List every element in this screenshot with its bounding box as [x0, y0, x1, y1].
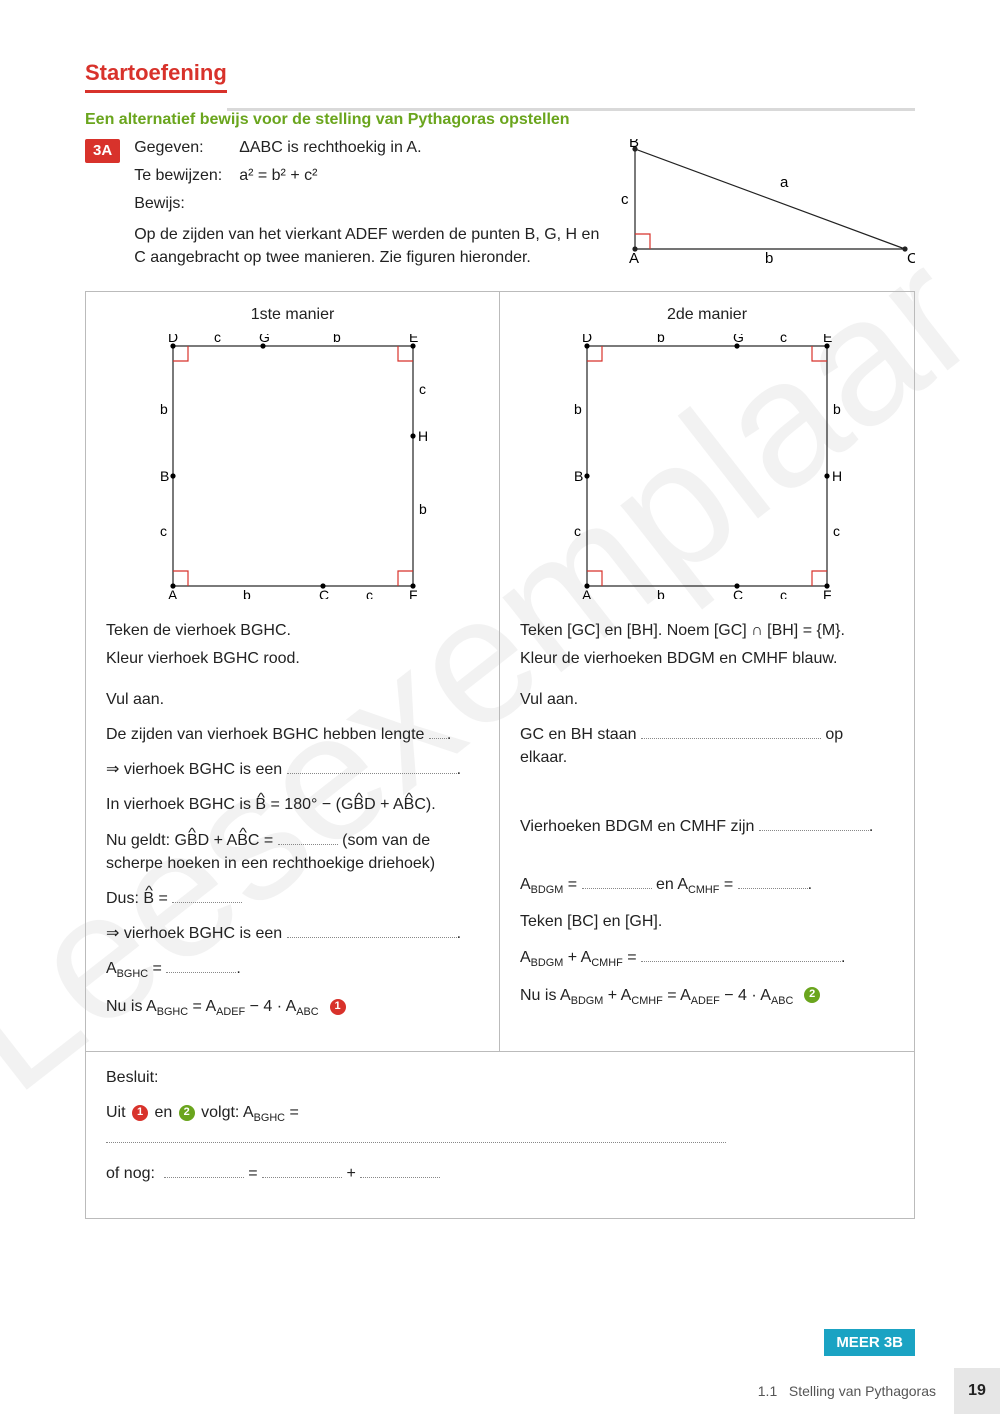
m2-instr2: Kleur de vierhoeken BDGM en CMHF blauw.: [520, 647, 894, 670]
svg-text:b: b: [243, 587, 251, 599]
svg-text:b: b: [833, 401, 841, 417]
m2-instr1: Teken [GC] en [BH]. Noem [GC] ∩ [BH] = {…: [520, 619, 894, 642]
m1-fill: Vul aan.: [106, 688, 479, 711]
m1-l7: ABGHC = .: [106, 957, 479, 983]
svg-text:H: H: [832, 468, 842, 484]
toprove-label: Te bewijzen:: [134, 167, 239, 185]
svg-text:b: b: [419, 501, 427, 517]
m2-l6: Nu is ABDGM + ACMHF = AADEF − 4 · AABC 2: [520, 984, 894, 1010]
m2-l2: Vierhoeken BDGM en CMHF zijn .: [520, 815, 894, 838]
m2-fill: Vul aan.: [520, 688, 894, 711]
m2-l3: ABDGM = en ACMHF = .: [520, 873, 894, 899]
svg-text:C: C: [907, 250, 915, 264]
footer-chapter: 1.1: [758, 1383, 777, 1399]
besluit-line1: Uit 1 en 2 volgt: ABGHC =: [106, 1101, 894, 1150]
svg-text:c: c: [574, 523, 581, 539]
square1-figure: D G E B H A C F c b b c c b b c: [148, 334, 438, 599]
svg-text:G: G: [733, 334, 744, 345]
m1-l8: Nu is ABGHC = AADEF − 4 · AABC 1: [106, 995, 479, 1021]
given-label: Gegeven:: [134, 139, 239, 157]
m1-l2: ⇒ vierhoek BGHC is een: [106, 761, 282, 778]
svg-text:c: c: [833, 523, 840, 539]
square2-figure: D G E B H A C F b c b c b c b c: [562, 334, 852, 599]
m2-l5: ABDGM + ACMHF = .: [520, 946, 894, 972]
svg-text:A: A: [582, 587, 592, 599]
svg-text:D: D: [168, 334, 178, 345]
svg-text:G: G: [259, 334, 270, 345]
section-title: Startoefening: [85, 60, 227, 93]
two-method-box: 1ste manier D G E B H A C F: [85, 291, 915, 1218]
footer-title: Stelling van Pythagoras: [789, 1383, 936, 1399]
m1-l1: De zijden van vierhoek BGHC hebben lengt…: [106, 726, 424, 743]
ref-circle-1-icon: 1: [330, 999, 346, 1015]
svg-text:c: c: [160, 523, 167, 539]
m1-l5: Dus: B =: [106, 887, 479, 910]
proof-intro: Op de zijden van het vierkant ADEF werde…: [134, 223, 601, 269]
svg-text:C: C: [319, 587, 329, 599]
svg-text:E: E: [409, 334, 418, 345]
svg-text:E: E: [823, 334, 832, 345]
svg-text:D: D: [582, 334, 592, 345]
svg-text:c: c: [780, 334, 787, 345]
ref-circle-2-icon: 2: [804, 987, 820, 1003]
svg-text:A: A: [629, 250, 639, 264]
blank[interactable]: [429, 723, 447, 739]
svg-text:b: b: [657, 334, 665, 345]
svg-text:c: c: [419, 381, 426, 397]
m2-l1: GC en BH staan op elkaar.: [520, 723, 894, 769]
ref-circle-2-icon: 2: [179, 1105, 195, 1121]
method1-title: 1ste manier: [106, 306, 479, 324]
svg-text:b: b: [657, 587, 665, 599]
svg-text:b: b: [160, 401, 168, 417]
method2-title: 2de manier: [520, 306, 894, 324]
page-footer: 1.1 Stelling van Pythagoras 19: [0, 1368, 1000, 1414]
page-number: 19: [954, 1368, 1000, 1414]
triangle-figure: A B C b c a: [615, 139, 915, 264]
svg-text:B: B: [574, 468, 583, 484]
svg-text:F: F: [409, 587, 418, 599]
m1-instr2: Kleur vierhoek BGHC rood.: [106, 647, 479, 670]
svg-text:B: B: [629, 139, 639, 151]
svg-text:b: b: [574, 401, 582, 417]
svg-text:H: H: [418, 428, 428, 444]
besluit-label: Besluit:: [106, 1066, 894, 1089]
svg-text:B: B: [160, 468, 169, 484]
besluit-line2: of nog: = +: [106, 1162, 894, 1185]
meer-badge: MEER 3B: [824, 1329, 915, 1356]
svg-text:b: b: [765, 250, 773, 264]
ref-circle-1-icon: 1: [132, 1105, 148, 1121]
svg-text:a: a: [780, 174, 789, 191]
proof-label: Bewijs:: [134, 195, 185, 213]
svg-text:c: c: [621, 191, 629, 208]
m1-l6: ⇒ vierhoek BGHC is een: [106, 925, 282, 942]
blank[interactable]: [287, 922, 457, 938]
svg-text:A: A: [168, 587, 178, 599]
m2-l4: Teken [BC] en [GH].: [520, 910, 894, 933]
subhead: Een alternatief bewijs voor de stelling …: [85, 111, 915, 129]
svg-text:c: c: [366, 587, 373, 599]
exercise-badge: 3A: [85, 139, 120, 163]
given-text: ΔABC is rechthoekig in A.: [239, 139, 421, 157]
toprove-text: a² = b² + c²: [239, 167, 317, 185]
blank[interactable]: [287, 758, 457, 774]
svg-text:c: c: [214, 334, 221, 345]
svg-text:b: b: [333, 334, 341, 345]
m1-instr1: Teken de vierhoek BGHC.: [106, 619, 479, 642]
m1-l3: In vierhoek BGHC is B = 180° − (GBD + AB…: [106, 793, 479, 816]
svg-text:c: c: [780, 587, 787, 599]
m1-l4: Nu geldt: GBD + ABC = (som van de scherp…: [106, 829, 479, 875]
svg-text:F: F: [823, 587, 832, 599]
svg-text:C: C: [733, 587, 743, 599]
